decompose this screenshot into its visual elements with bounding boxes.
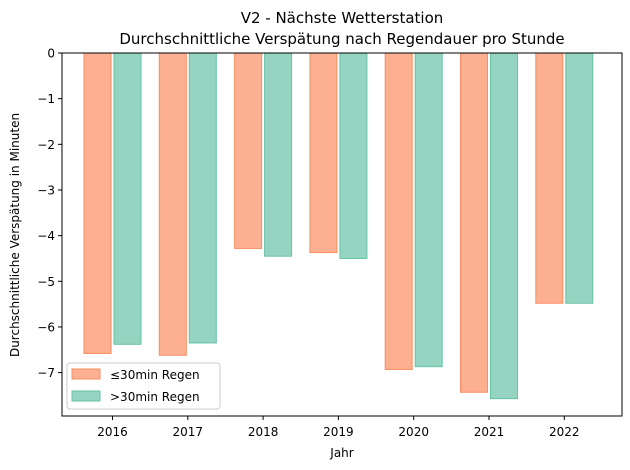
x-axis-label: Jahr — [329, 446, 353, 460]
bar-2-2017 — [188, 52, 217, 344]
legend-label-series-2: >30min Regen — [110, 390, 200, 404]
bar-1-2019 — [309, 52, 338, 254]
y-axis: 0 −1 −2 −3 −4 −5 −6 −7 — [37, 47, 62, 380]
x-axis: 2016 2017 2018 2019 2020 2021 2022 — [97, 416, 580, 439]
bars-layer — [83, 52, 594, 400]
bar-1-2018 — [234, 52, 263, 249]
bar-2-2021 — [490, 52, 518, 400]
x-tick-label: 2019 — [323, 425, 354, 439]
x-tick-label: 2020 — [398, 425, 429, 439]
bar-2-2016 — [113, 52, 142, 345]
bar-1-2016 — [83, 52, 112, 354]
y-tick-label: −6 — [37, 320, 55, 334]
bar-2-2022 — [565, 52, 594, 304]
bar-2-2020 — [414, 52, 443, 368]
x-tick-label: 2021 — [474, 425, 505, 439]
y-tick-label: −7 — [37, 366, 55, 380]
x-tick-label: 2017 — [173, 425, 204, 439]
legend: ≤30min Regen >30min Regen — [66, 362, 221, 410]
bar-1-2020 — [384, 52, 413, 370]
bar-1-2017 — [158, 52, 187, 356]
bar-2-2019 — [339, 52, 368, 259]
chart-title-line-1: V2 - Nächste Wetterstation — [241, 9, 444, 27]
legend-swatch-series-2 — [71, 390, 101, 402]
legend-box — [66, 362, 221, 410]
x-tick-label: 2022 — [549, 425, 580, 439]
legend-label-series-1: ≤30min Regen — [110, 368, 200, 382]
y-axis-label: Durchschnittliche Verspätung in Minuten — [8, 113, 22, 357]
y-tick-label: −3 — [37, 183, 55, 197]
bar-1-2021 — [460, 52, 488, 393]
y-tick-label: −1 — [37, 92, 55, 106]
y-tick-label: 0 — [47, 47, 55, 61]
plot-frame — [61, 52, 623, 417]
y-tick-label: −5 — [37, 275, 55, 289]
x-tick-label: 2018 — [248, 425, 279, 439]
y-tick-label: −2 — [37, 138, 55, 152]
x-tick-label: 2016 — [97, 425, 128, 439]
bar-2-2018 — [264, 52, 293, 257]
legend-swatch-series-1 — [71, 368, 101, 380]
bar-1-2022 — [535, 52, 564, 304]
chart-title-line-2: Durchschnittliche Verspätung nach Regend… — [119, 30, 564, 48]
y-tick-label: −4 — [37, 229, 55, 243]
